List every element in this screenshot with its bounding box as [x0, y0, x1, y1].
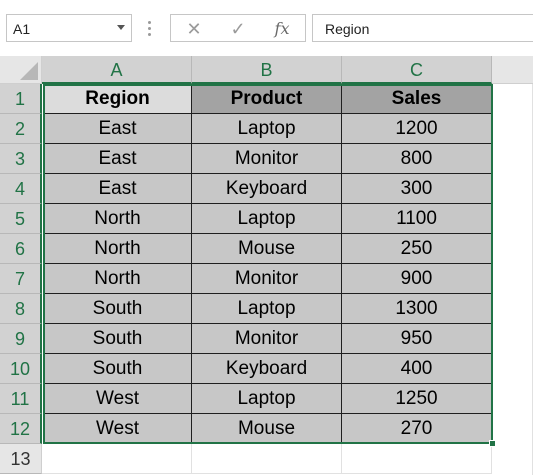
table-cell[interactable]: North	[44, 264, 192, 294]
table-cell[interactable]: 800	[342, 144, 492, 174]
grip-icon[interactable]	[147, 19, 153, 37]
table-cell[interactable]: Keyboard	[192, 354, 342, 384]
column-header-b[interactable]: B	[192, 56, 342, 84]
table-cell[interactable]: 400	[342, 354, 492, 384]
select-all-icon	[20, 62, 38, 80]
row-header[interactable]: 9	[0, 324, 42, 354]
table-cell[interactable]: 250	[342, 234, 492, 264]
row-header[interactable]: 4	[0, 174, 42, 204]
column-header-a[interactable]: A	[42, 56, 192, 84]
table-cell[interactable]: West	[44, 384, 192, 414]
table-cell[interactable]: 1300	[342, 294, 492, 324]
table-header-cell[interactable]: Sales	[342, 84, 492, 114]
row-header[interactable]: 1	[0, 84, 42, 114]
table-cell[interactable]: North	[44, 234, 192, 264]
table-cell[interactable]: Laptop	[192, 204, 342, 234]
cancel-icon[interactable]: ✕	[186, 19, 202, 39]
row-header[interactable]: 10	[0, 354, 42, 384]
table-cell[interactable]: 270	[342, 414, 492, 444]
table-cell[interactable]: 900	[342, 264, 492, 294]
table-header-cell[interactable]: Region	[44, 84, 192, 114]
formula-bar-row: A1 ✕ ✓ fx Region	[0, 0, 533, 56]
table-cell[interactable]: South	[44, 324, 192, 354]
empty-column-d[interactable]	[492, 84, 533, 475]
table-cell[interactable]: Mouse	[192, 414, 342, 444]
table-cell[interactable]: Laptop	[192, 384, 342, 414]
row-header[interactable]: 2	[0, 114, 42, 144]
table-cell[interactable]: 1250	[342, 384, 492, 414]
table-cell[interactable]: South	[44, 294, 192, 324]
empty-cell[interactable]	[42, 444, 192, 474]
table-cell[interactable]: North	[44, 204, 192, 234]
spreadsheet-grid: A B C 1 2 3 4 5 6 7 8 9 10 11 12 13 Regi…	[0, 56, 533, 475]
confirm-icon[interactable]: ✓	[230, 19, 246, 39]
table-cell[interactable]: 300	[342, 174, 492, 204]
fill-handle[interactable]	[489, 440, 496, 447]
table-cell[interactable]: Mouse	[192, 234, 342, 264]
table-cell[interactable]: 1200	[342, 114, 492, 144]
chevron-down-icon[interactable]	[117, 25, 125, 30]
table-cell[interactable]: Monitor	[192, 144, 342, 174]
column-header-c[interactable]: C	[342, 56, 492, 84]
table-cell[interactable]: 1100	[342, 204, 492, 234]
table-cell[interactable]: South	[44, 354, 192, 384]
row-header[interactable]: 6	[0, 234, 42, 264]
row-header[interactable]: 12	[0, 414, 42, 444]
insert-function-icon[interactable]: fx	[274, 19, 290, 38]
table-cell[interactable]: 950	[342, 324, 492, 354]
row-header[interactable]: 7	[0, 264, 42, 294]
column-header-d[interactable]	[492, 56, 533, 84]
table-cell[interactable]: Laptop	[192, 294, 342, 324]
table-cell[interactable]: Laptop	[192, 114, 342, 144]
empty-cell[interactable]	[192, 444, 342, 474]
table-cell[interactable]: Monitor	[192, 324, 342, 354]
row-header[interactable]: 11	[0, 384, 42, 414]
empty-cell[interactable]	[342, 444, 492, 474]
table-cell[interactable]: Monitor	[192, 264, 342, 294]
row-header[interactable]: 13	[0, 444, 42, 474]
table-cell[interactable]: West	[44, 414, 192, 444]
table-cell[interactable]: East	[44, 114, 192, 144]
table-cell[interactable]: Keyboard	[192, 174, 342, 204]
table-cell[interactable]: East	[44, 144, 192, 174]
row-header[interactable]: 3	[0, 144, 42, 174]
formula-value: Region	[325, 21, 370, 37]
row-header[interactable]: 8	[0, 294, 42, 324]
table-header-cell[interactable]: Product	[192, 84, 342, 114]
formula-input[interactable]: Region	[312, 14, 533, 42]
name-box[interactable]: A1	[6, 14, 132, 42]
table-cell[interactable]: East	[44, 174, 192, 204]
row-header[interactable]: 5	[0, 204, 42, 234]
formula-buttons: ✕ ✓ fx	[170, 14, 306, 42]
name-box-value: A1	[13, 21, 31, 37]
select-all-corner[interactable]	[0, 56, 42, 84]
